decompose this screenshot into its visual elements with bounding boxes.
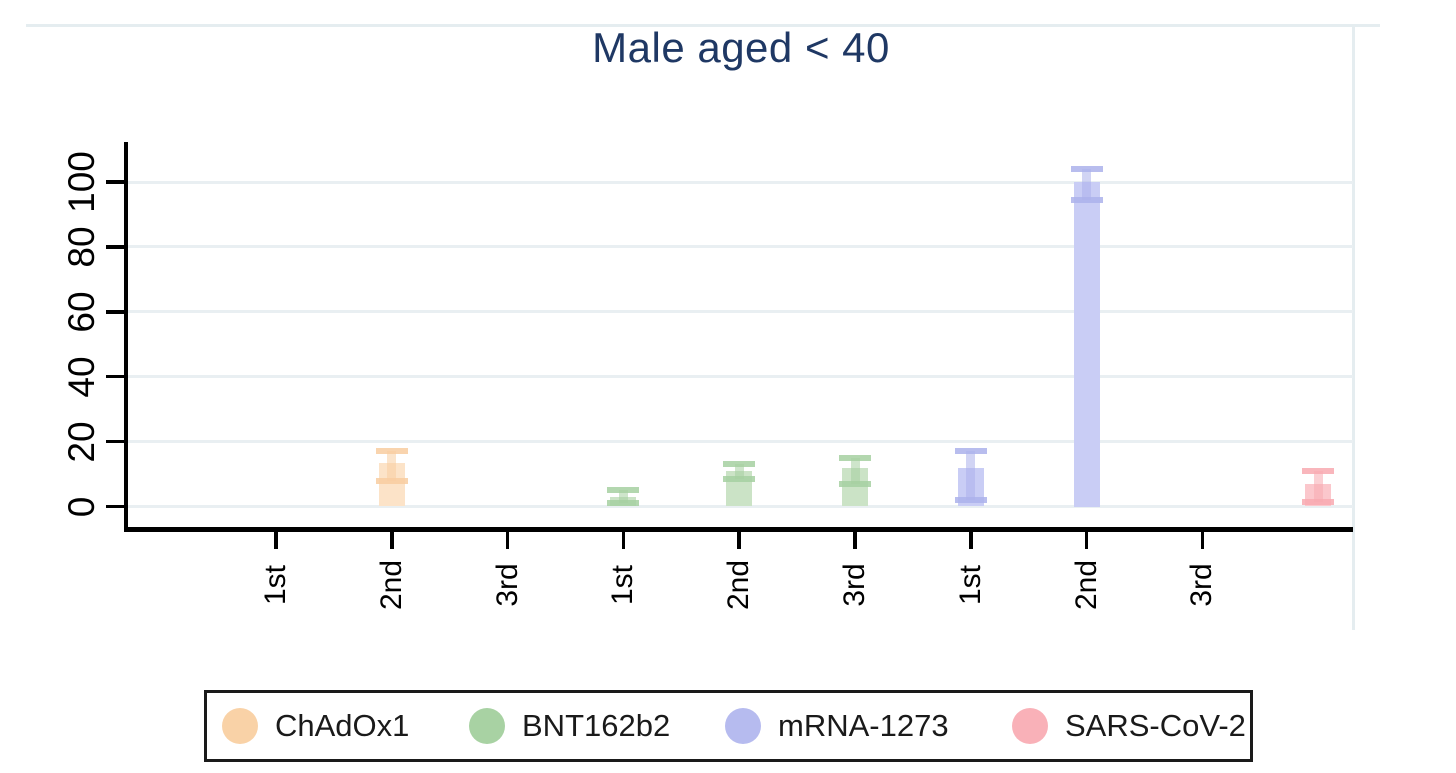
ci-cap-lower	[1302, 498, 1335, 505]
ci-whisker-stem	[387, 451, 397, 481]
y-gridline	[128, 505, 1353, 508]
ci-cap-lower	[954, 497, 987, 503]
ci-cap-upper	[1070, 166, 1103, 173]
x-axis-tick	[853, 531, 857, 549]
ci-whisker-stem	[734, 464, 744, 479]
ci-cap-upper	[723, 461, 756, 468]
x-axis-tick-label: 2nd	[722, 559, 756, 611]
ci-cap-lower	[839, 480, 871, 487]
ci-cap-upper	[1302, 467, 1335, 474]
ci-cap-upper	[375, 448, 408, 455]
legend-label: mRNA-1273	[778, 708, 949, 743]
legend-label: SARS-CoV-2	[1065, 708, 1246, 743]
x-axis-tick-label: 3rd	[1185, 563, 1219, 607]
y-axis-tick	[106, 180, 124, 184]
y-axis-tick-label: 60	[61, 291, 102, 333]
y-axis-tick	[106, 310, 124, 314]
y-axis-tick-label: 0	[61, 496, 102, 517]
x-axis-line	[124, 527, 1353, 532]
y-axis-tick-label: 20	[61, 421, 102, 463]
x-axis-tick	[1084, 531, 1089, 549]
x-axis-tick	[274, 531, 278, 549]
x-axis-tick	[737, 531, 741, 549]
y-gridline	[128, 440, 1353, 444]
ci-whisker-stem	[966, 451, 976, 500]
legend: ChAdOx1 BNT162b2 mRNA-1273 SARS-CoV-2	[204, 690, 1253, 762]
outer-frame-top-border	[26, 24, 1380, 27]
y-axis-line	[124, 142, 128, 531]
ci-whisker-stem	[1313, 470, 1323, 502]
y-gridline	[128, 245, 1353, 249]
ci-whisker-stem	[1082, 169, 1092, 200]
y-gridline	[128, 375, 1353, 379]
legend-swatch-chadox1-icon	[222, 708, 258, 744]
bar-mrna-1273-2nd	[1073, 182, 1100, 507]
y-axis-tick	[106, 374, 124, 379]
y-axis-tick	[106, 504, 124, 509]
x-axis-tick-label: 3rd	[838, 563, 871, 607]
y-axis-tick-label: 80	[61, 226, 102, 268]
x-axis-tick-label: 2nd	[374, 559, 408, 611]
ci-whisker-stem	[618, 490, 628, 504]
x-axis-tick	[969, 531, 973, 549]
y-axis-tick	[106, 245, 124, 249]
x-axis-tick	[621, 531, 626, 549]
legend-label: BNT162b2	[522, 708, 671, 743]
x-axis-tick-label: 3rd	[490, 563, 524, 607]
legend-swatch-sars-cov-2-icon	[1012, 708, 1048, 744]
y-gridline	[128, 180, 1353, 184]
x-axis-tick-label: 1st	[953, 564, 987, 606]
chart-title: Male aged < 40	[592, 24, 890, 71]
x-axis-tick-label: 2nd	[1069, 559, 1103, 611]
y-axis-tick	[106, 439, 124, 444]
x-axis-tick	[505, 531, 510, 549]
ci-whisker-stem	[850, 457, 860, 484]
ci-cap-lower	[607, 500, 640, 507]
y-axis-tick-label: 40	[61, 356, 102, 398]
x-axis-tick	[390, 531, 394, 549]
ci-cap-upper	[839, 454, 871, 461]
outer-frame-right-border	[1352, 24, 1355, 630]
ci-cap-upper	[607, 487, 640, 494]
ci-cap-lower	[723, 475, 756, 482]
ci-cap-lower	[375, 477, 408, 484]
y-gridline	[128, 310, 1353, 314]
x-axis-tick	[1200, 531, 1205, 549]
legend-swatch-bnt162b2-icon	[469, 708, 505, 744]
y-axis-tick-label: 100	[61, 151, 102, 213]
legend-swatch-mrna-1273-icon	[725, 708, 761, 744]
x-axis-tick-label: 1st	[259, 564, 292, 606]
x-axis-tick-label: 1st	[606, 564, 640, 606]
ci-cap-upper	[954, 448, 987, 455]
ci-cap-lower	[1070, 196, 1103, 203]
legend-label: ChAdOx1	[275, 708, 410, 743]
